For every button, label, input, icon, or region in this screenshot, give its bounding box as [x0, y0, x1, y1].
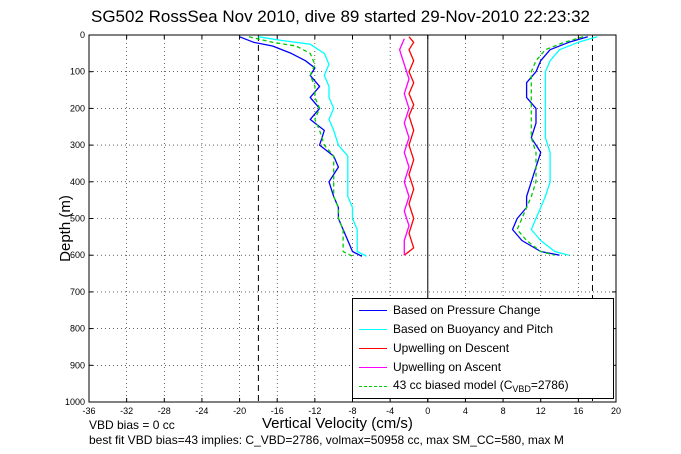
- legend-label-model-prefix: 43 cc biased model (C: [393, 378, 513, 392]
- legend-label-descent: Upwelling on Descent: [393, 341, 510, 355]
- x-tick-label: -8: [348, 406, 356, 416]
- legend-label-model-sub: VBD: [512, 384, 531, 394]
- x-tick-label: -28: [158, 406, 171, 416]
- series-line-2: [403, 36, 415, 256]
- chart-title: SG502 RossSea Nov 2010, dive 89 started …: [91, 7, 590, 26]
- axis-ticks: -36 -32 -28 -24 -20 -16 -12 -8 -4 0 4 8 12 16 20010020…: [65, 30, 621, 416]
- vbd-bias-note: VBD bias = 0 cc: [89, 418, 175, 432]
- legend-item-descent: Upwelling on Descent: [353, 340, 509, 356]
- legend-swatch-buoyancy: [359, 328, 387, 330]
- y-tick-label: 900: [70, 360, 85, 370]
- x-tick-label: 8: [501, 406, 506, 416]
- y-tick-label: 600: [70, 250, 85, 260]
- legend-swatch-model: [359, 385, 387, 387]
- y-tick-label: 800: [70, 324, 85, 334]
- x-tick-label: -32: [120, 406, 133, 416]
- series-line-0: [239, 36, 363, 257]
- legend-item-ascent: Upwelling on Ascent: [353, 359, 501, 375]
- legend-swatch-pressure: [359, 309, 387, 311]
- y-tick-label: 500: [70, 214, 85, 224]
- series-line-4: [248, 36, 353, 257]
- x-tick-label: -20: [233, 406, 246, 416]
- best-fit-note: best fit VBD bias=43 implies: C_VBD=2786…: [89, 433, 564, 447]
- legend-swatch-descent: [359, 347, 387, 349]
- series-line-1: [530, 36, 598, 256]
- x-tick-label: -16: [271, 406, 284, 416]
- x-tick-label: 16: [573, 406, 583, 416]
- legend: Based on Pressure Change Based on Buoyan…: [352, 298, 614, 399]
- y-tick-label: 700: [70, 287, 85, 297]
- legend-swatch-ascent: [359, 366, 387, 368]
- y-axis-label: Depth (m): [56, 195, 74, 262]
- y-tick-label: 0: [80, 30, 85, 40]
- legend-item-model: 43 cc biased model (CVBD=2786): [353, 378, 569, 394]
- y-tick-label: 400: [70, 177, 85, 187]
- y-tick-label: 1000: [65, 397, 85, 407]
- x-tick-label: -24: [195, 406, 208, 416]
- series-lines: [239, 36, 598, 257]
- x-tick-label: 4: [463, 406, 468, 416]
- series-line-4: [516, 36, 584, 256]
- y-tick-label: 300: [70, 140, 85, 150]
- series-line-1: [258, 36, 367, 257]
- x-tick-label: 12: [536, 406, 546, 416]
- legend-label-ascent: Upwelling on Ascent: [393, 360, 502, 374]
- legend-label-pressure: Based on Pressure Change: [393, 303, 541, 317]
- legend-item-buoyancy: Based on Buoyancy and Pitch: [353, 321, 553, 337]
- x-tick-label: -36: [82, 406, 95, 416]
- x-tick-label: -4: [386, 406, 394, 416]
- x-axis-label: Vertical Velocity (cm/s): [262, 415, 413, 432]
- y-tick-label: 100: [70, 67, 85, 77]
- y-tick-label: 200: [70, 103, 85, 113]
- legend-label-model: 43 cc biased model (CVBD=2786): [393, 378, 569, 394]
- x-tick-label: -12: [308, 406, 321, 416]
- legend-label-buoyancy: Based on Buoyancy and Pitch: [393, 322, 554, 336]
- legend-label-model-suffix: =2786): [530, 378, 569, 392]
- legend-item-pressure: Based on Pressure Change: [353, 302, 540, 318]
- x-tick-label: 0: [425, 406, 430, 416]
- series-line-3: [398, 38, 410, 256]
- x-tick-label: 20: [611, 406, 621, 416]
- series-line-0: [511, 36, 588, 256]
